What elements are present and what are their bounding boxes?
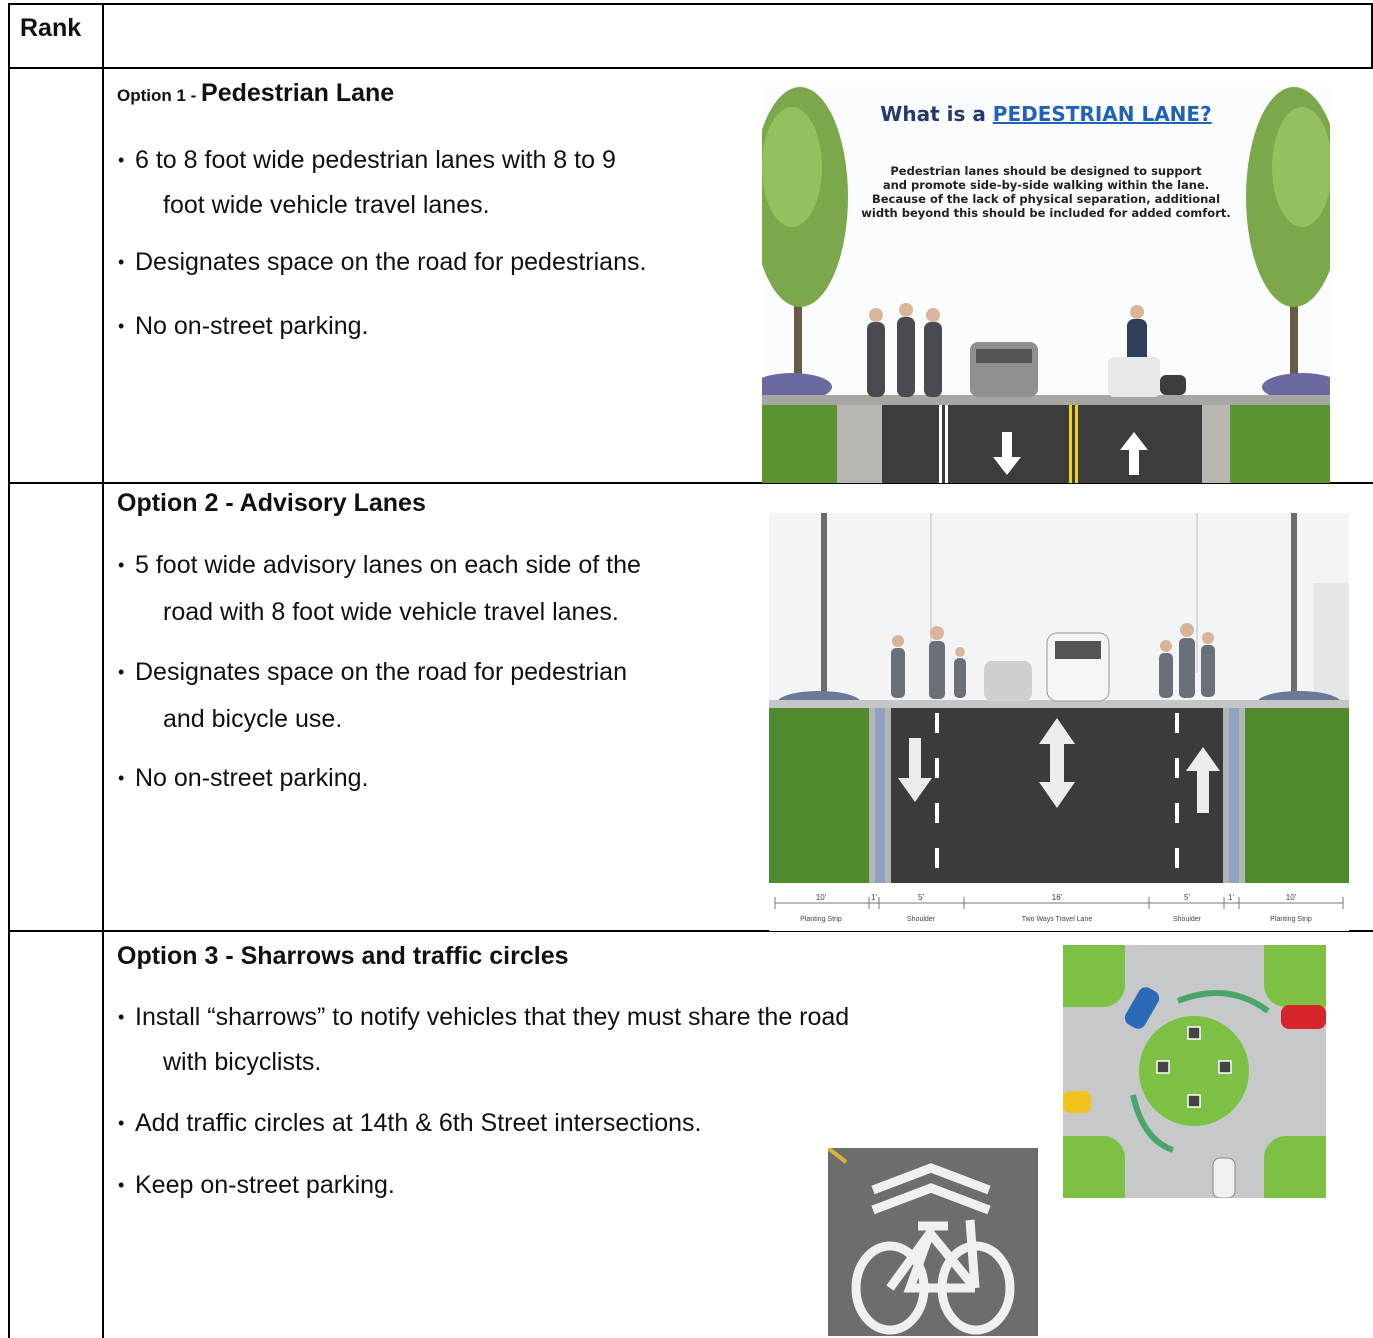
bullet-text: No on-street parking. — [135, 764, 369, 792]
heading-prefix: What is a — [880, 102, 993, 126]
zone-label: Planting Strip — [800, 916, 842, 923]
bullet-text: Keep on-street parking. — [135, 1171, 395, 1199]
header-rank: Rank — [20, 14, 82, 42]
heading-highlight: PEDESTRIAN LANE? — [993, 102, 1212, 126]
bullet-text: No on-street parking. — [135, 312, 369, 340]
bullet-text: Install “sharrows” to notify vehicles th… — [135, 1003, 850, 1031]
bullet-text: road with 8 foot wide vehicle travel lan… — [163, 598, 619, 626]
bullet-text: 5 foot wide advisory lanes on each side … — [135, 551, 641, 579]
bullet-dot: • — [118, 252, 125, 272]
option-label: Option 1 - — [117, 86, 202, 105]
bullet-text: Designates space on the road for pedestr… — [135, 248, 647, 276]
bullet-text: Designates space on the road for pedestr… — [135, 658, 627, 686]
table-border — [8, 3, 10, 1338]
zone-label: Shoulder — [1173, 916, 1202, 923]
image-text: Because of the lack of physical separati… — [872, 192, 1220, 206]
bullet-dot: • — [118, 1007, 125, 1027]
sharrow-photo — [828, 1148, 1038, 1336]
traffic-circle-illustration — [1063, 945, 1326, 1198]
bullet-dot: • — [118, 768, 125, 788]
bullet-text: 6 to 8 foot wide pedestrian lanes with 8… — [135, 146, 616, 174]
zone-label: Two Ways Travel Lane — [1022, 916, 1093, 923]
option-title: Option 2 - Advisory Lanes — [117, 489, 426, 517]
row-border — [8, 930, 1373, 932]
bullet-dot: • — [118, 555, 125, 575]
bullet-dot: • — [118, 1175, 125, 1195]
dimension-label: 16' — [1052, 893, 1063, 902]
bullet-text: and bicycle use. — [163, 705, 343, 733]
table-border — [1371, 3, 1373, 68]
bullet-dot: • — [118, 316, 125, 336]
table-border — [8, 3, 1373, 5]
bullet-dot: • — [118, 662, 125, 682]
pedestrian-lane-illustration: What is a PEDESTRIAN LANE? Pedestrian la… — [762, 87, 1330, 483]
image-text: and promote side-by-side walking within … — [883, 178, 1209, 192]
dimension-label: 5' — [1184, 893, 1190, 902]
bullet-dot: • — [118, 1113, 125, 1133]
option-name: Pedestrian Lane — [201, 79, 395, 107]
advisory-lanes-illustration: 10' 1' 5' 16' 5' 1' 10' Planting Strip Shoulder T… — [769, 513, 1349, 931]
zone-label: Planting Strip — [1270, 916, 1312, 923]
dimension-label: 10' — [816, 893, 827, 902]
dimension-label: 1' — [1228, 893, 1234, 902]
image-heading: What is a PEDESTRIAN LANE? — [880, 102, 1211, 126]
column-border — [102, 3, 104, 1338]
dimension-label: 1' — [871, 893, 877, 902]
option-title: Option 1 - Pedestrian Lane — [117, 78, 394, 111]
image-text: Pedestrian lanes should be designed to s… — [890, 164, 1202, 178]
option-title: Option 3 - Sharrows and traffic circles — [117, 942, 569, 970]
zone-label: Shoulder — [907, 916, 936, 923]
bullet-text: Add traffic circles at 14th & 6th Street… — [135, 1109, 702, 1137]
dimension-label: 5' — [918, 893, 924, 902]
dimension-label: 10' — [1286, 893, 1297, 902]
image-text: width beyond this should be included for… — [861, 206, 1230, 220]
row-border — [8, 67, 1373, 69]
row-border — [8, 482, 1373, 484]
bullet-text: with bicyclists. — [163, 1048, 322, 1076]
bullet-dot: • — [118, 150, 125, 170]
bullet-text: foot wide vehicle travel lanes. — [163, 191, 490, 219]
